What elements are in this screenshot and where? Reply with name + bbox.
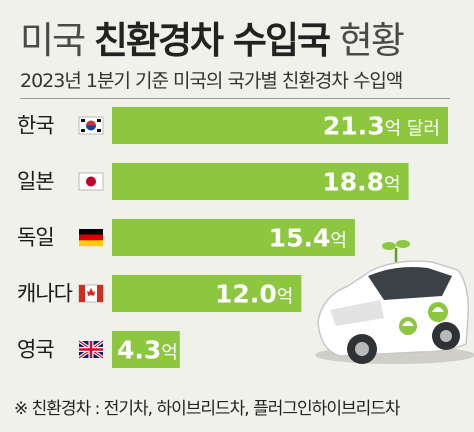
bar	[112, 275, 302, 312]
flag-trigram	[81, 119, 85, 122]
flag-cross-red	[79, 341, 103, 358]
value-number: 4.3	[117, 336, 161, 365]
country-label: 영국	[17, 338, 54, 362]
value-label: 4.3억	[117, 336, 178, 365]
bar-row: 독일 15.4억	[17, 219, 355, 256]
value-number: 18.8	[322, 168, 384, 197]
title-main: 친환경차 수입국	[93, 19, 331, 62]
value-number: 15.4	[269, 224, 331, 253]
value-label: 21.3억 달러	[323, 112, 440, 141]
flag-maple-leaf	[87, 288, 95, 296]
country-label: 독일	[17, 226, 54, 250]
bar	[112, 219, 355, 256]
korea-flag-icon	[78, 116, 104, 135]
value-unit: 억	[330, 231, 347, 252]
flag-stripe	[79, 229, 103, 235]
value-label: 15.4억	[269, 224, 347, 253]
value-label: 12.0억	[215, 280, 293, 309]
flag-sun	[86, 176, 96, 187]
flag-band-left	[79, 285, 85, 302]
canada-flag-icon	[78, 284, 104, 303]
title-prefix: 미국	[20, 19, 86, 62]
flag-band-right	[97, 285, 103, 302]
title-suffix: 현황	[338, 19, 405, 62]
value-number: 21.3	[323, 112, 385, 141]
value-unit: 억	[161, 343, 178, 364]
value-label: 18.8억	[322, 168, 400, 197]
bar-row: 일본 18.8억	[17, 163, 409, 200]
country-label: 일본	[17, 170, 54, 194]
flag-stripe	[79, 240, 103, 247]
bar-row: 한국 21.3억 달러	[17, 107, 448, 144]
flag-stripe	[79, 234, 103, 241]
footnote: ※ 친환경차 : 전기차, 하이브리드차, 플러그인하이브리드차	[14, 399, 401, 419]
value-unit: 억	[277, 287, 294, 308]
bar-row: 캐나다 12.0억	[17, 275, 302, 312]
bar	[112, 331, 180, 368]
subtitle-divider	[20, 98, 450, 99]
value-number: 12.0	[215, 280, 277, 309]
flag-taegeuk-blue	[86, 125, 96, 131]
bar	[112, 107, 448, 144]
country-label: 캐나다	[17, 282, 73, 306]
country-label: 한국	[17, 114, 54, 138]
flag-trigram	[97, 129, 101, 132]
page-title: 미국 친환경차 수입국 현황	[20, 10, 405, 64]
value-unit: 억	[384, 175, 401, 196]
chart-subtitle: 2023년 1분기 기준 미국의 국가별 친환경차 수입액	[20, 70, 403, 92]
flag-taegeuk-red	[86, 120, 96, 126]
eco-car-illustration	[315, 240, 474, 364]
germany-flag-icon	[79, 229, 103, 247]
flag-trigram	[81, 129, 85, 132]
flag-trigram	[97, 119, 101, 122]
uk-flag-icon	[77, 339, 105, 360]
bar	[112, 163, 409, 200]
value-unit: 억 달러	[385, 119, 440, 140]
bar-row: 영국 4.3억	[17, 331, 180, 368]
japan-flag-icon	[78, 172, 104, 191]
